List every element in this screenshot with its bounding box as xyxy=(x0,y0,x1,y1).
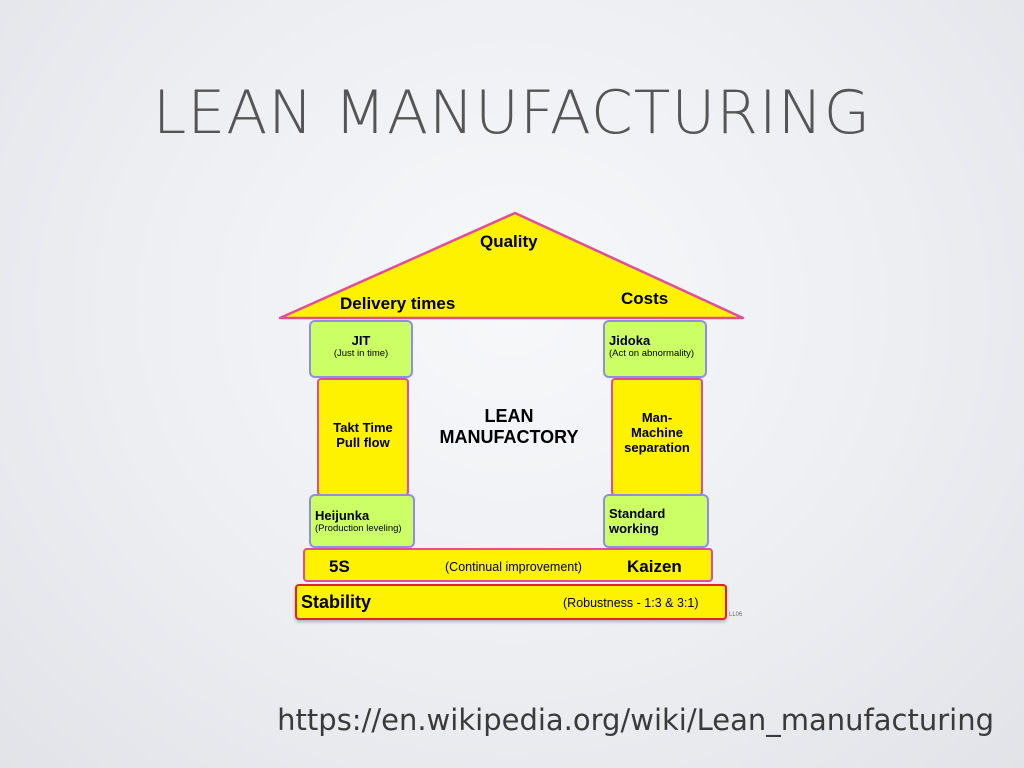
kaizen-bar: 5S (Continual improvement) Kaizen xyxy=(303,548,713,582)
lean-house-diagram: Quality Delivery times Costs JIT (Just i… xyxy=(275,210,755,630)
watermark-code: LL06 xyxy=(729,612,743,618)
jidoka-subtitle: (Act on abnormality) xyxy=(609,348,695,359)
jidoka-box: Jidoka (Act on abnormality) xyxy=(603,320,707,378)
roof-quality-label: Quality xyxy=(480,232,538,251)
takt-time-label: Takt Time xyxy=(333,420,393,435)
jit-title: JIT xyxy=(351,333,371,348)
heijunka-box: Heijunka (Production leveling) xyxy=(309,494,415,548)
working-label: working xyxy=(609,521,659,536)
roof xyxy=(278,211,745,320)
robustness-label: (Robustness - 1:3 & 3:1) xyxy=(563,596,699,610)
center-manufactory-label: MANUFACTORY xyxy=(439,427,579,447)
heijunka-subtitle: (Production leveling) xyxy=(315,523,402,534)
center-text: LEAN MANUFACTORY xyxy=(413,406,605,448)
stability-label: Stability xyxy=(301,592,372,612)
machine-label: Machine xyxy=(630,425,683,440)
continual-improvement-label: (Continual improvement) xyxy=(445,560,582,574)
kaizen-label: Kaizen xyxy=(627,557,682,576)
five-s-label: 5S xyxy=(329,557,350,576)
jit-subtitle: (Just in time) xyxy=(333,348,389,359)
man-label: Man- xyxy=(641,410,673,425)
man-machine-box: Man- Machine separation xyxy=(611,378,703,496)
jit-box: JIT (Just in time) xyxy=(309,320,413,378)
source-url: https://en.wikipedia.org/wiki/Lean_manuf… xyxy=(277,703,994,737)
heijunka-title: Heijunka xyxy=(315,508,370,523)
roof-delivery-times-label: Delivery times xyxy=(340,294,456,313)
center-lean-label: LEAN xyxy=(484,406,534,426)
roof-costs-label: Costs xyxy=(621,289,669,308)
standard-label: Standard xyxy=(609,506,666,521)
stability-bar: Stability (Robustness - 1:3 & 3:1) xyxy=(295,584,727,620)
jidoka-title: Jidoka xyxy=(609,333,651,348)
separation-label: separation xyxy=(624,440,690,455)
slide-title: LEAN MANUFACTURING xyxy=(152,78,872,148)
standard-working-box: Standard working xyxy=(603,494,709,548)
takt-time-box: Takt Time Pull flow xyxy=(317,378,409,496)
pull-flow-label: Pull flow xyxy=(336,435,390,450)
